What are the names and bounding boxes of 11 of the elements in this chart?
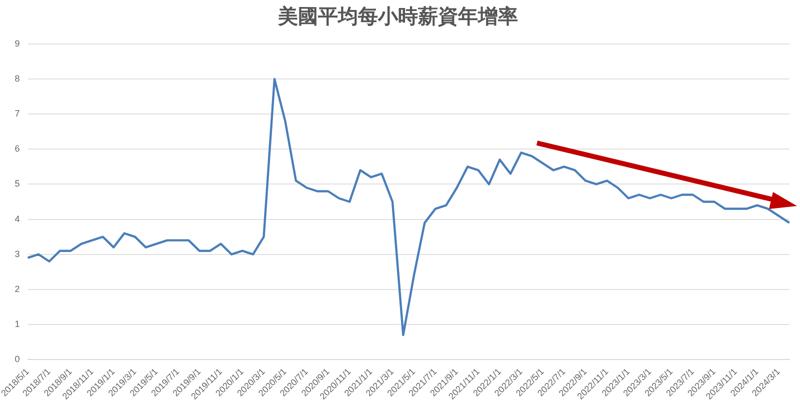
y-tick-label: 9 xyxy=(14,38,20,48)
y-tick-label: 0 xyxy=(14,354,20,364)
chart-title: 美國平均每小時薪資年增率 xyxy=(277,4,518,28)
y-tick-label: 4 xyxy=(14,214,20,224)
y-tick-label: 3 xyxy=(14,248,20,259)
y-tick-label: 5 xyxy=(14,178,20,189)
y-tick-label: 8 xyxy=(14,74,20,84)
y-tick-label: 1 xyxy=(14,318,20,329)
y-tick-label: 7 xyxy=(14,108,20,119)
y-tick-label: 2 xyxy=(14,284,20,294)
y-tick-label: 6 xyxy=(14,144,20,154)
